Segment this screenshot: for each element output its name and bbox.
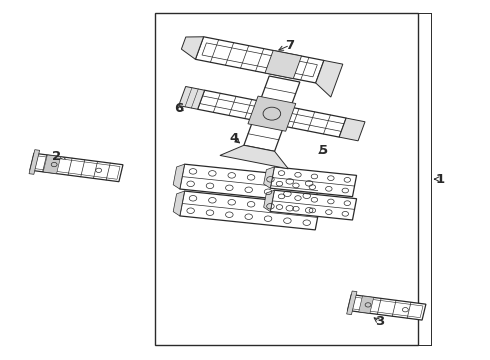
Polygon shape [181, 37, 203, 59]
Polygon shape [33, 156, 120, 179]
Polygon shape [180, 164, 320, 203]
Polygon shape [316, 60, 343, 97]
Polygon shape [173, 191, 185, 216]
Polygon shape [346, 291, 357, 315]
Text: 3: 3 [375, 315, 384, 328]
Polygon shape [265, 50, 301, 78]
Polygon shape [43, 155, 61, 174]
Polygon shape [350, 297, 423, 318]
Polygon shape [270, 167, 357, 197]
Text: 7: 7 [285, 39, 294, 52]
Polygon shape [196, 37, 324, 83]
Bar [155, 13, 418, 345]
Text: 2: 2 [52, 150, 61, 163]
Text: 5: 5 [318, 144, 328, 157]
Polygon shape [30, 153, 123, 182]
Polygon shape [339, 118, 365, 141]
Polygon shape [248, 96, 296, 131]
Polygon shape [347, 294, 426, 320]
Text: 4: 4 [230, 132, 239, 145]
Polygon shape [29, 150, 40, 174]
Polygon shape [220, 145, 289, 169]
Polygon shape [179, 86, 204, 109]
Polygon shape [244, 76, 300, 151]
Text: 6: 6 [174, 102, 184, 115]
Polygon shape [270, 190, 357, 220]
Polygon shape [359, 296, 374, 313]
Polygon shape [202, 43, 318, 77]
Polygon shape [264, 167, 274, 188]
Polygon shape [180, 191, 320, 230]
Polygon shape [173, 164, 185, 189]
Text: 1: 1 [436, 172, 445, 186]
Polygon shape [264, 190, 274, 212]
Polygon shape [197, 90, 346, 137]
